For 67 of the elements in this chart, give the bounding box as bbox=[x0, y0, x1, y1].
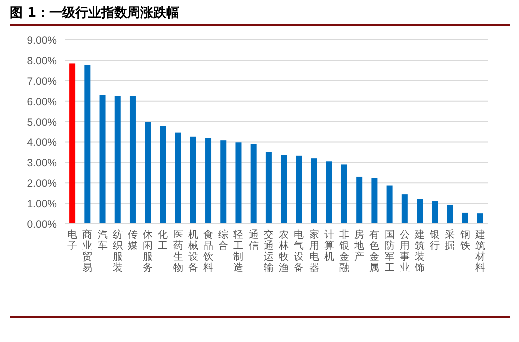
x-tick-label: 建筑材料 bbox=[474, 229, 486, 274]
bar bbox=[114, 96, 121, 224]
x-tick-label: 钢铁 bbox=[459, 230, 470, 252]
x-tick-label: 商业贸易 bbox=[82, 229, 93, 274]
x-tick-label: 有色金属 bbox=[370, 229, 380, 274]
x-tick-label: 农林牧渔 bbox=[278, 230, 290, 274]
bar bbox=[402, 194, 408, 224]
x-tick-label: 家用电器 bbox=[309, 229, 320, 274]
x-tick-label: 电气设备 bbox=[294, 229, 304, 274]
x-tick-label: 房地产 bbox=[354, 229, 365, 263]
y-tick-label: 0.00% bbox=[27, 219, 57, 231]
bar bbox=[130, 96, 136, 224]
bar bbox=[206, 138, 212, 224]
bar bbox=[145, 122, 152, 224]
bar bbox=[326, 162, 332, 224]
x-tick-label: 国防军工 bbox=[384, 230, 395, 274]
x-tick-label: 医药生物 bbox=[173, 230, 184, 274]
x-tick-label: 传媒 bbox=[128, 230, 138, 252]
x-tick-label: 计算机 bbox=[324, 229, 334, 263]
x-tick-label: 建筑装饰 bbox=[414, 229, 426, 274]
y-tick-label: 3.00% bbox=[27, 158, 57, 170]
x-tick-label: 综合 bbox=[218, 229, 229, 252]
x-tick-label: 非银金融 bbox=[338, 229, 350, 274]
bar bbox=[447, 204, 454, 224]
bar bbox=[311, 158, 318, 224]
bar bbox=[250, 144, 257, 224]
bar bbox=[372, 178, 378, 224]
x-tick-label: 化工 bbox=[158, 229, 168, 252]
bar bbox=[190, 136, 196, 224]
x-tick-label: 纺织服装 bbox=[112, 229, 123, 274]
y-tick-label: 4.00% bbox=[27, 137, 57, 150]
bar bbox=[341, 164, 348, 224]
bar bbox=[220, 140, 227, 224]
x-tick-label: 汽车 bbox=[98, 229, 108, 252]
bar bbox=[266, 152, 272, 224]
bar bbox=[386, 186, 393, 224]
bar bbox=[296, 156, 302, 224]
x-tick-label: 轻工制造 bbox=[234, 229, 244, 274]
y-tick-label: 1.00% bbox=[27, 198, 57, 211]
x-tick-label: 电子 bbox=[68, 229, 78, 252]
bar bbox=[477, 214, 484, 224]
bar bbox=[70, 64, 76, 224]
x-tick-label: 公用事业 bbox=[400, 229, 410, 274]
bar bbox=[417, 199, 424, 224]
x-tick-label: 休闲服务 bbox=[143, 230, 154, 274]
chart-title: 图 1：一级行业指数周涨跌幅 bbox=[10, 5, 180, 22]
y-tick-label: 5.00% bbox=[27, 116, 57, 129]
bar bbox=[432, 202, 438, 224]
x-tick-label: 食品饮料 bbox=[202, 229, 214, 274]
bar bbox=[84, 65, 91, 224]
y-tick-label: 6.00% bbox=[27, 96, 57, 108]
x-tick-label: 银行 bbox=[429, 230, 440, 252]
bar bbox=[356, 176, 363, 224]
y-tick-label: 2.00% bbox=[27, 178, 57, 190]
y-tick-label: 9.00% bbox=[27, 35, 57, 47]
bar bbox=[236, 142, 242, 224]
y-tick-label: 8.00% bbox=[27, 55, 57, 68]
bar bbox=[281, 155, 288, 224]
bar bbox=[100, 95, 106, 224]
x-tick-label: 采掘 bbox=[445, 229, 456, 252]
bar bbox=[160, 126, 166, 224]
x-tick-label: 通信 bbox=[248, 229, 259, 252]
bar bbox=[462, 212, 468, 224]
y-tick-label: 7.00% bbox=[27, 76, 57, 88]
x-tick-label: 交通运输 bbox=[264, 229, 274, 274]
x-tick-label: 机械设备 bbox=[188, 229, 198, 274]
bar bbox=[175, 132, 182, 224]
